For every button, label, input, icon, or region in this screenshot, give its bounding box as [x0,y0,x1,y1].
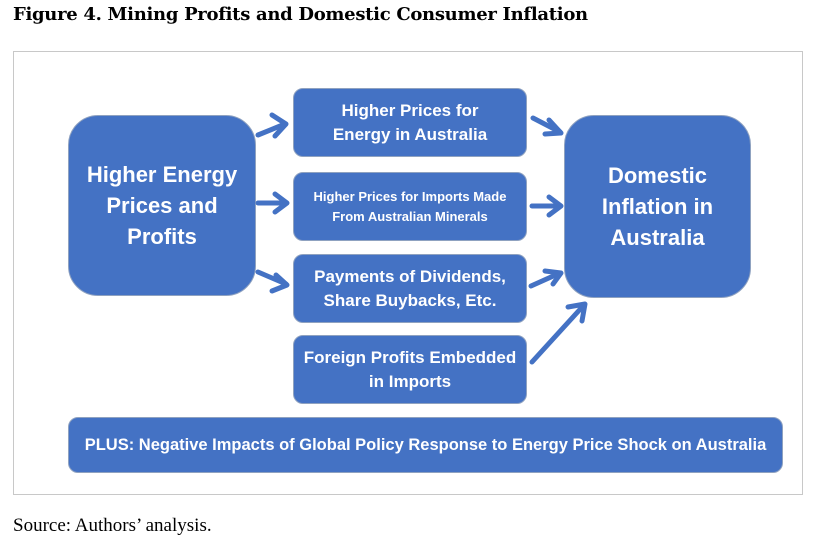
global-policy-banner: PLUS: Negative Impacts of Global Policy … [68,417,783,473]
channel-import-prices: Higher Prices for Imports Made From Aust… [293,172,527,241]
channel-foreign-profits: Foreign Profits Embedded in Imports [293,335,527,404]
channel-energy-prices: Higher Prices for Energy in Australia [293,88,527,157]
source-node-higher-energy-prices: Higher Energy Prices and Profits [68,115,256,296]
channel-dividends-buybacks: Payments of Dividends, Share Buybacks, E… [293,254,527,323]
figure-source-note: Source: Authors’ analysis. [13,515,212,536]
figure-title: Figure 4. Mining Profits and Domestic Co… [13,4,588,25]
target-node-domestic-inflation: Domestic Inflation in Australia [564,115,751,298]
diagram-frame [13,51,803,495]
